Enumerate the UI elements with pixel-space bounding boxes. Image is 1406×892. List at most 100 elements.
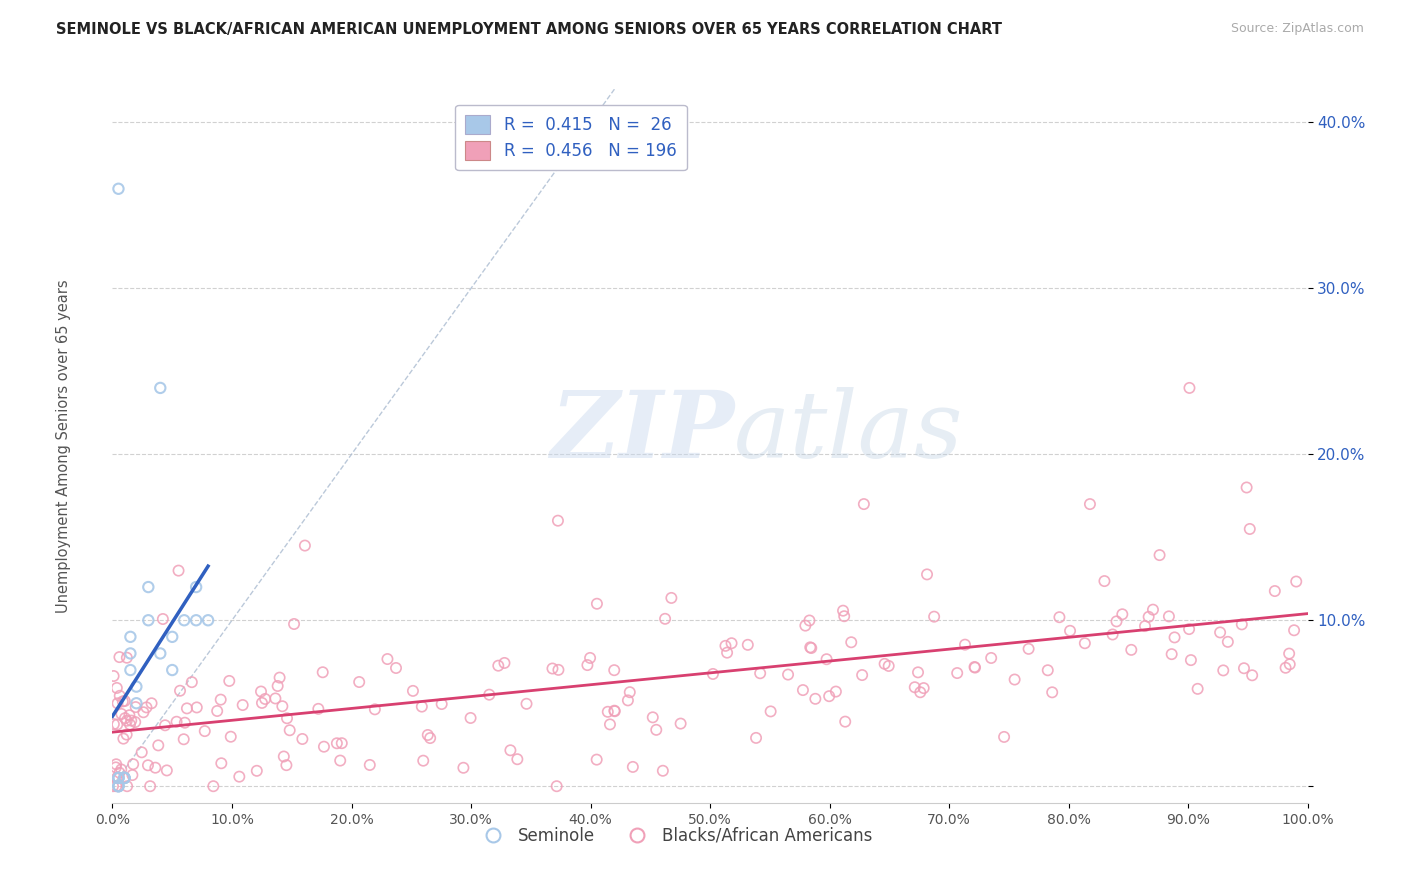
Point — [1160, 647, 1182, 661]
Point — [1178, 622, 1201, 636]
Point — [641, 710, 664, 724]
Point — [276, 711, 298, 725]
Point — [494, 656, 516, 670]
Point — [115, 779, 138, 793]
Point — [194, 724, 217, 739]
Point — [219, 730, 242, 744]
Point — [118, 708, 141, 723]
Point — [110, 706, 132, 721]
Point — [852, 497, 875, 511]
Point — [138, 613, 160, 627]
Point — [922, 609, 945, 624]
Point — [111, 694, 134, 708]
Point — [250, 684, 273, 698]
Point — [1059, 624, 1081, 638]
Point — [603, 704, 626, 718]
Point — [209, 692, 232, 706]
Point — [460, 711, 482, 725]
Point — [118, 717, 141, 731]
Point — [329, 754, 352, 768]
Point — [661, 591, 683, 605]
Point — [576, 658, 599, 673]
Point — [815, 652, 838, 666]
Point — [1018, 641, 1040, 656]
Point — [515, 697, 537, 711]
Point — [246, 764, 269, 778]
Point — [585, 753, 607, 767]
Point — [1178, 381, 1201, 395]
Point — [176, 701, 198, 715]
Point — [173, 715, 195, 730]
Point — [124, 714, 146, 729]
Legend: Seminole, Blacks/African Americans: Seminole, Blacks/African Americans — [470, 821, 879, 852]
Point — [794, 618, 817, 632]
Point — [430, 697, 453, 711]
Point — [156, 764, 179, 778]
Point — [1233, 661, 1256, 675]
Point — [800, 640, 823, 655]
Point — [702, 667, 724, 681]
Point — [125, 696, 148, 710]
Point — [603, 704, 626, 718]
Point — [873, 657, 896, 671]
Point — [904, 680, 927, 694]
Point — [114, 771, 135, 785]
Point — [197, 613, 219, 627]
Point — [105, 757, 128, 772]
Point — [993, 730, 1015, 744]
Point — [619, 685, 641, 699]
Point — [152, 612, 174, 626]
Point — [326, 736, 349, 750]
Point — [486, 658, 509, 673]
Point — [1078, 497, 1101, 511]
Point — [953, 638, 976, 652]
Point — [818, 689, 841, 703]
Point — [547, 514, 569, 528]
Point — [596, 705, 619, 719]
Point — [283, 617, 305, 632]
Point — [138, 580, 160, 594]
Point — [120, 647, 142, 661]
Point — [792, 683, 814, 698]
Point — [1149, 548, 1171, 562]
Point — [114, 771, 135, 785]
Text: SEMINOLE VS BLACK/AFRICAN AMERICAN UNEMPLOYMENT AMONG SENIORS OVER 65 YEARS CORR: SEMINOLE VS BLACK/AFRICAN AMERICAN UNEMP… — [56, 22, 1002, 37]
Point — [832, 609, 855, 624]
Point — [186, 613, 208, 627]
Point — [291, 731, 314, 746]
Point — [586, 597, 609, 611]
Point — [120, 630, 142, 644]
Point — [120, 663, 142, 677]
Point — [907, 665, 929, 680]
Point — [720, 636, 742, 650]
Point — [103, 717, 125, 731]
Point — [1187, 681, 1209, 696]
Point — [330, 736, 353, 750]
Text: Unemployment Among Seniors over 65 years: Unemployment Among Seniors over 65 years — [56, 279, 70, 613]
Point — [669, 716, 692, 731]
Point — [1105, 615, 1128, 629]
Point — [946, 666, 969, 681]
Point — [599, 717, 621, 731]
Point — [101, 779, 124, 793]
Point — [1121, 643, 1143, 657]
Point — [1239, 522, 1261, 536]
Point — [839, 635, 862, 649]
Point — [115, 714, 138, 728]
Point — [114, 771, 135, 785]
Point — [105, 779, 128, 793]
Point — [716, 646, 738, 660]
Point — [162, 663, 183, 677]
Point — [107, 771, 129, 785]
Point — [1212, 664, 1234, 678]
Point — [205, 704, 228, 718]
Point — [107, 182, 129, 196]
Point — [278, 723, 301, 738]
Point — [1278, 647, 1301, 661]
Point — [149, 381, 172, 395]
Point — [120, 714, 142, 728]
Point — [135, 700, 157, 714]
Point — [1264, 584, 1286, 599]
Point — [166, 714, 188, 729]
Point — [232, 698, 254, 712]
